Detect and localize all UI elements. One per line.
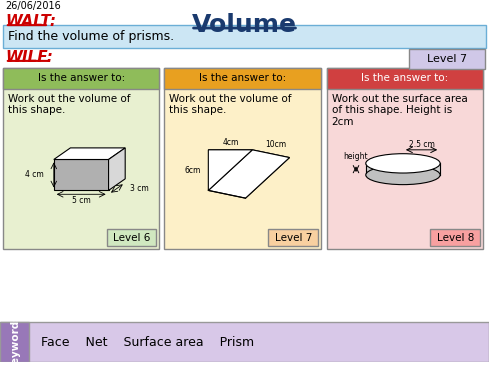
FancyBboxPatch shape xyxy=(326,68,483,89)
Ellipse shape xyxy=(366,165,440,184)
Text: 3 cm: 3 cm xyxy=(130,184,149,193)
Text: Face    Net    Surface area    Prism: Face Net Surface area Prism xyxy=(41,336,254,349)
Ellipse shape xyxy=(366,154,440,173)
Text: Is the answer to:: Is the answer to: xyxy=(38,73,125,83)
Text: WILF:: WILF: xyxy=(5,50,53,65)
Text: 4 cm: 4 cm xyxy=(26,171,44,180)
FancyBboxPatch shape xyxy=(164,68,321,89)
Text: 26/06/2016: 26/06/2016 xyxy=(5,1,60,11)
Polygon shape xyxy=(246,158,290,198)
Text: 2.5 cm: 2.5 cm xyxy=(408,140,434,148)
FancyBboxPatch shape xyxy=(409,49,485,69)
Text: Level 6: Level 6 xyxy=(114,233,150,243)
FancyBboxPatch shape xyxy=(0,322,489,363)
Text: Is the answer to:: Is the answer to: xyxy=(362,73,448,83)
FancyBboxPatch shape xyxy=(430,229,480,246)
Text: Level 7: Level 7 xyxy=(274,233,312,243)
FancyBboxPatch shape xyxy=(0,322,30,363)
Text: 6cm: 6cm xyxy=(184,166,200,175)
Text: 10cm: 10cm xyxy=(265,140,286,148)
Text: Keywords: Keywords xyxy=(10,314,20,371)
Polygon shape xyxy=(54,148,125,159)
Text: Work out the volume of
this shape.: Work out the volume of this shape. xyxy=(169,94,292,116)
FancyBboxPatch shape xyxy=(3,25,486,48)
Polygon shape xyxy=(54,159,108,190)
Text: WALT:: WALT: xyxy=(5,15,56,30)
Text: Work out the volume of
this shape.: Work out the volume of this shape. xyxy=(8,94,130,116)
FancyBboxPatch shape xyxy=(268,229,318,246)
Text: Work out the surface area
of this shape. Height is
2cm: Work out the surface area of this shape.… xyxy=(332,94,468,127)
Polygon shape xyxy=(108,148,125,190)
FancyBboxPatch shape xyxy=(326,68,483,249)
Polygon shape xyxy=(208,150,252,190)
FancyBboxPatch shape xyxy=(3,68,160,89)
Polygon shape xyxy=(208,150,290,198)
Text: Level 8: Level 8 xyxy=(437,233,474,243)
FancyBboxPatch shape xyxy=(3,68,160,249)
Text: height: height xyxy=(344,152,368,161)
Text: Find the volume of prisms.: Find the volume of prisms. xyxy=(8,30,174,43)
FancyBboxPatch shape xyxy=(164,68,321,249)
Polygon shape xyxy=(208,150,290,158)
Text: Level 7: Level 7 xyxy=(427,54,467,64)
Text: Is the answer to:: Is the answer to: xyxy=(199,73,286,83)
Text: 4cm: 4cm xyxy=(222,138,238,147)
Text: Volume: Volume xyxy=(192,13,297,37)
Text: 5 cm: 5 cm xyxy=(72,196,90,205)
FancyBboxPatch shape xyxy=(106,229,156,246)
